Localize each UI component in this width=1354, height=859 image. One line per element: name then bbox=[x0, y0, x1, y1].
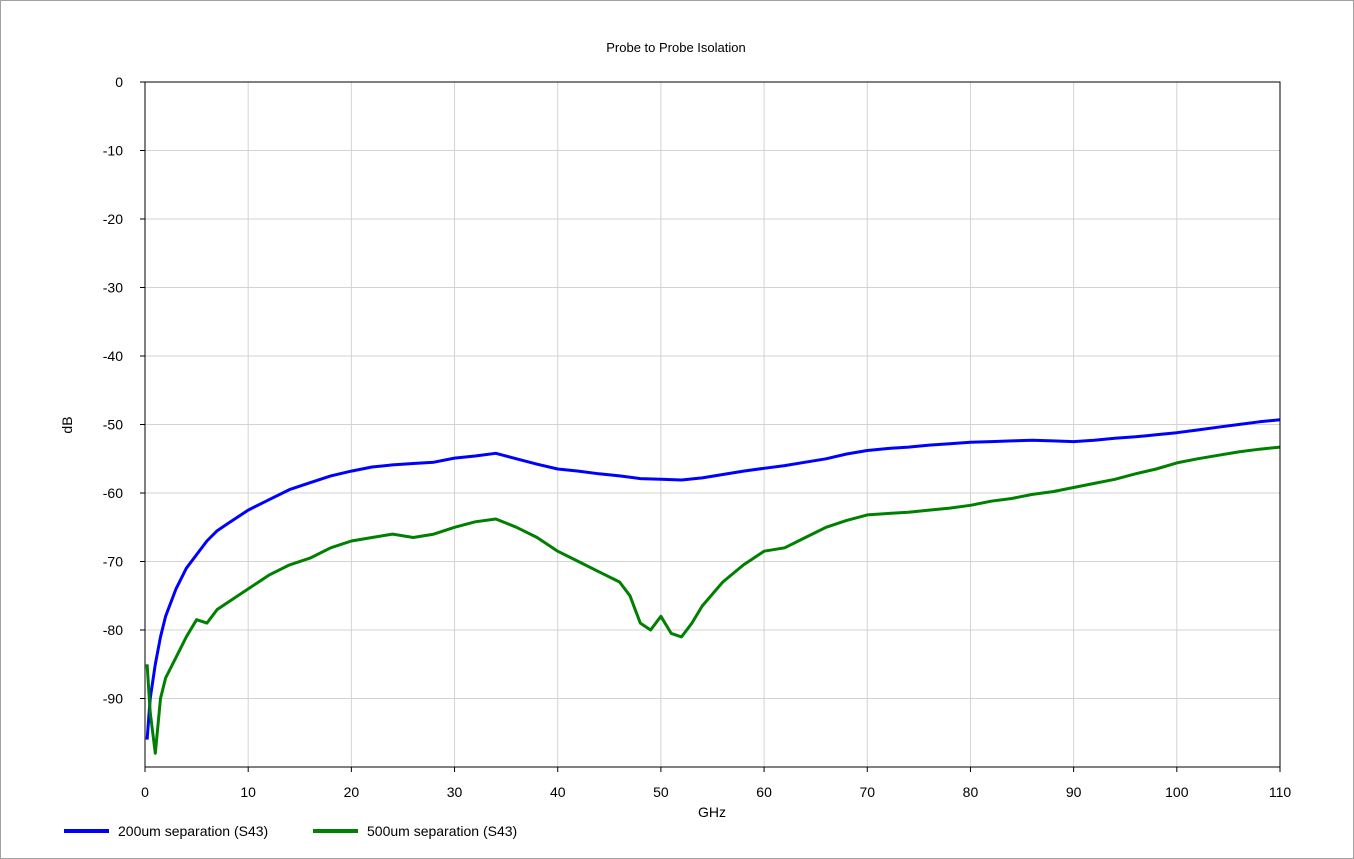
legend: 200um separation (S43) 500um separation (… bbox=[64, 823, 517, 839]
chart-title: Probe to Probe Isolation bbox=[606, 40, 745, 55]
x-tick-label: 10 bbox=[240, 784, 256, 800]
y-tick-label: 0 bbox=[115, 74, 123, 90]
x-tick-label: 50 bbox=[653, 784, 669, 800]
x-tick-labels: 0 10 20 30 40 50 60 70 80 90 100 110 bbox=[141, 767, 1291, 800]
x-tick-label: 70 bbox=[859, 784, 875, 800]
x-tick-label: 60 bbox=[756, 784, 772, 800]
legend-label-1: 200um separation (S43) bbox=[118, 823, 268, 839]
series-line-1 bbox=[145, 418, 1281, 740]
x-tick-label: 110 bbox=[1269, 784, 1292, 800]
x-axis-label: GHz bbox=[698, 804, 726, 820]
y-tick-labels: 0 -10 -20 -30 -40 -50 -60 -70 -80 -90 bbox=[103, 74, 145, 707]
legend-label-2: 500um separation (S43) bbox=[367, 823, 517, 839]
y-tick-label: -30 bbox=[103, 280, 123, 296]
y-tick-label: -50 bbox=[103, 417, 123, 433]
grid bbox=[145, 82, 1280, 767]
x-tick-label: 80 bbox=[963, 784, 979, 800]
y-axis-label: dB bbox=[59, 416, 75, 433]
x-tick-label: 30 bbox=[447, 784, 463, 800]
series-line-2 bbox=[145, 445, 1281, 755]
x-tick-label: 40 bbox=[550, 784, 566, 800]
x-tick-label: 0 bbox=[141, 784, 149, 800]
y-tick-label: -60 bbox=[103, 485, 123, 501]
y-tick-label: -10 bbox=[103, 143, 123, 159]
y-tick-label: -80 bbox=[103, 622, 123, 638]
y-tick-label: -20 bbox=[103, 211, 123, 227]
y-tick-label: -40 bbox=[103, 348, 123, 364]
x-tick-label: 20 bbox=[344, 784, 360, 800]
series-layer bbox=[145, 418, 1281, 755]
y-tick-label: -70 bbox=[103, 554, 123, 570]
y-tick-label: -90 bbox=[103, 691, 123, 707]
x-tick-label: 90 bbox=[1066, 784, 1082, 800]
x-tick-label: 100 bbox=[1165, 784, 1189, 800]
